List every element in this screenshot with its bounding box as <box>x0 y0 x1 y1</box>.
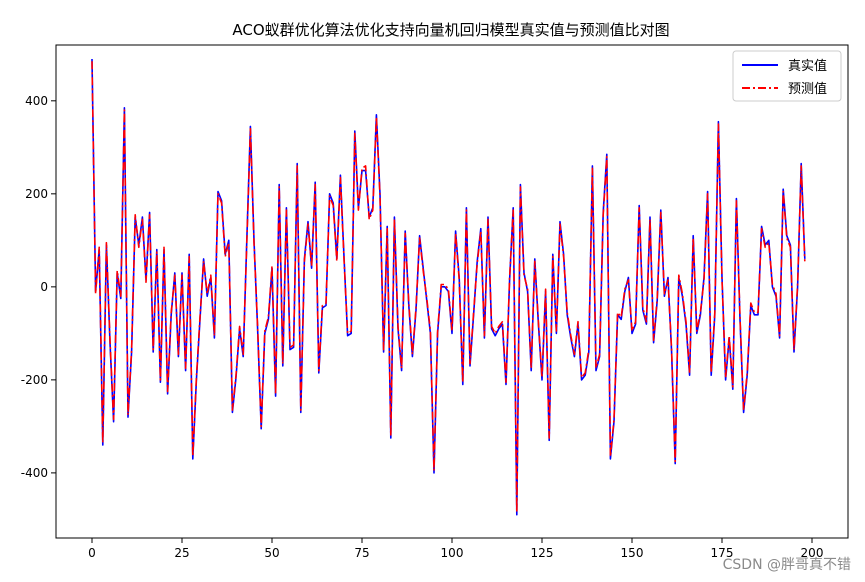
x-tick-label: 200 <box>801 546 824 560</box>
y-tick-label: 400 <box>25 94 48 108</box>
y-tick-label: -200 <box>21 373 48 387</box>
x-tick-label: 25 <box>174 546 189 560</box>
legend-label-pred: 预测值 <box>788 81 827 97</box>
y-tick-label: 200 <box>25 187 48 201</box>
legend-label-real: 真实值 <box>788 58 827 74</box>
x-axis: 0 25 50 75 100 125 150 175 200 <box>88 538 823 560</box>
legend: 真实值 预测值 <box>732 50 842 102</box>
y-tick-label: -400 <box>21 466 48 480</box>
y-tick-label: 0 <box>40 280 48 294</box>
x-tick-label: 125 <box>531 546 554 560</box>
x-tick-label: 150 <box>621 546 644 560</box>
x-tick-label: 0 <box>88 546 96 560</box>
y-axis: -400 -200 0 200 400 <box>21 94 56 480</box>
x-tick-label: 175 <box>711 546 734 560</box>
watermark: CSDN @胖哥真不错 <box>722 557 851 573</box>
x-tick-label: 100 <box>441 546 464 560</box>
x-tick-label: 50 <box>264 546 279 560</box>
series-line-pred <box>91 61 806 514</box>
x-tick-label: 75 <box>354 546 369 560</box>
series-layer <box>91 58 806 516</box>
chart-title: ACO蚁群优化算法优化支持向量机回归模型真实值与预测值比对图 <box>232 21 669 39</box>
